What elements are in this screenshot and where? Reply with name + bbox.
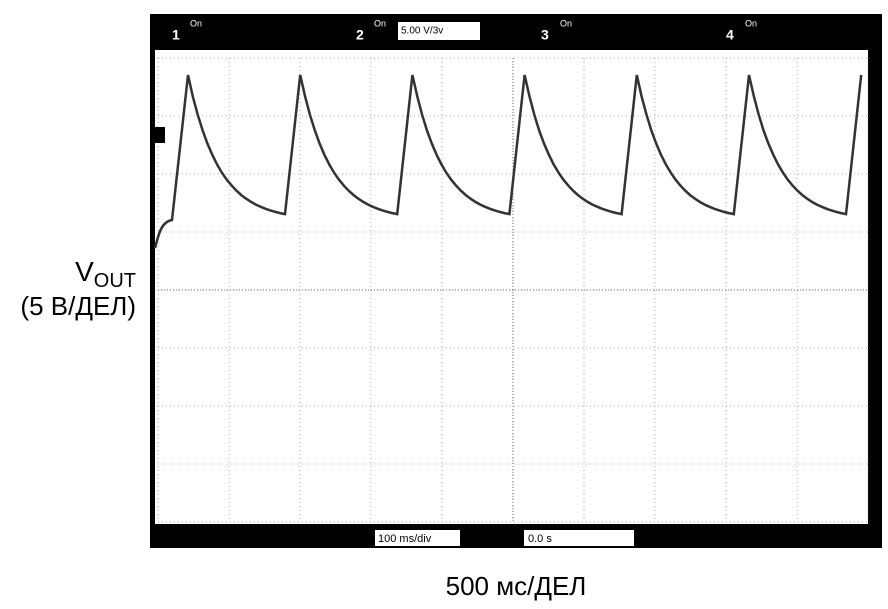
screen — [155, 50, 868, 524]
ch-number: 1 — [172, 27, 180, 43]
ch-state: On — [190, 18, 202, 28]
ch-number: 4 — [726, 27, 734, 43]
position: 0.0 s — [528, 533, 552, 545]
ch-state: On — [745, 18, 757, 28]
ch-scale: 5.00 V/3v — [401, 26, 443, 37]
scale-box — [398, 22, 480, 40]
bottom-bar: 100 ms/div 0.0 s — [375, 530, 634, 546]
ch-state: On — [560, 18, 572, 28]
y-label: VOUT — [75, 256, 136, 292]
y-label-main: V — [75, 256, 94, 287]
ch-number: 3 — [541, 27, 549, 43]
x-scale: 500 мс/ДЕЛ — [446, 571, 587, 601]
top-bar: 1 On 2 On 5.00 V/3v 3 On 4 On — [172, 18, 757, 42]
ch-state: On — [374, 18, 386, 28]
ch-number: 2 — [356, 27, 364, 43]
timebase-box — [375, 530, 460, 546]
waveform — [153, 74, 863, 249]
y-label-sub: OUT — [94, 270, 136, 292]
timebase: 100 ms/div — [378, 533, 432, 545]
position-box — [524, 530, 634, 546]
level-marker — [153, 127, 165, 143]
y-scale: (5 В/ДЕЛ) — [20, 291, 136, 321]
